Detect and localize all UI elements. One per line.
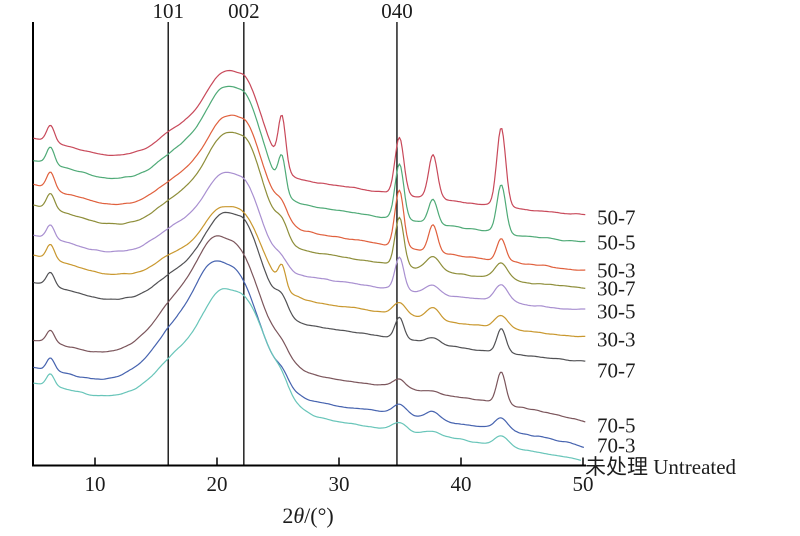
curves-group [33,69,586,461]
series-path-70-5 [33,235,586,423]
series-label-50-7: 50-7 [597,205,636,230]
series-label-70-5: 70-5 [597,413,636,438]
x-axis-title-suffix: /(°) [304,503,334,528]
series-path-50-7 [33,69,586,216]
series-path-30-5 [33,171,586,310]
series-label-70-7: 70-7 [597,358,636,383]
x-axis-title-theta: θ [293,503,305,528]
x-tick-label-30: 30 [328,472,350,496]
series-path-untreated [33,288,582,461]
ref-label-101: 101 [152,0,184,23]
series-label-30-3: 30-3 [597,327,636,352]
series-label-70-3: 70-3 [597,433,636,458]
x-tick-label-50: 50 [572,472,594,496]
x-axis-title: 2θ/(°) [282,503,333,529]
series-label-50-3: 50-3 [597,258,636,283]
series-label-30-7: 30-7 [597,276,636,301]
series-path-70-7 [33,211,586,362]
series-path-50-3 [33,114,586,271]
series-path-70-3 [33,260,585,448]
series-path-50-5 [33,85,586,243]
series-label-30-5: 30-5 [597,299,636,324]
x-axis-ticks-group [94,457,584,466]
x-tick-label-20: 20 [206,472,228,496]
series-path-30-3 [33,206,586,338]
ref-label-040: 040 [381,0,413,23]
x-tick-label-40: 40 [450,472,472,496]
series-label-untreated: 未处理 Untreated [585,455,737,479]
series-path-30-7 [33,131,586,289]
ref-label-002: 002 [228,0,260,23]
x-tick-label-10: 10 [84,472,106,496]
x-axis-title-prefix: 2 [282,503,294,528]
reference-lines-group [167,22,398,466]
series-label-50-5: 50-5 [597,230,636,255]
